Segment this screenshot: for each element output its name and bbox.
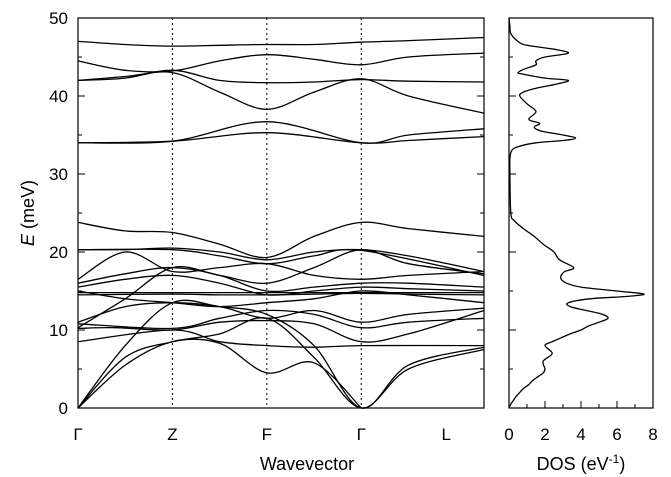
high-symmetry-label: F: [262, 425, 272, 444]
energy-axis-title: E (meV): [18, 180, 38, 246]
dos-tick-label: 2: [540, 425, 549, 444]
y-tick-label: 40: [49, 87, 68, 106]
y-tick-label: 0: [59, 399, 68, 418]
wavevector-axis-title: Wavevector: [260, 454, 354, 474]
phonon-band-11: [77, 274, 485, 296]
y-tick-label: 50: [49, 9, 68, 28]
phonon-band-17: [77, 221, 485, 259]
phonon-band-15: [77, 247, 485, 273]
dos-curve: [508, 17, 645, 409]
high-symmetry-label: Z: [167, 425, 177, 444]
dos-panel: 0 2 4 6 8 DOS (eV-1): [504, 17, 658, 474]
y-tick-label: 20: [49, 243, 68, 262]
dos-tick-label: 0: [504, 425, 513, 444]
dos-axis-ticks: 0 2 4 6 8: [504, 17, 658, 444]
y-tick-label: 30: [49, 165, 68, 184]
dos-tick-label: 8: [648, 425, 657, 444]
phonon-band-14: [77, 249, 485, 329]
dos-axis-title: DOS (eV-1): [537, 452, 626, 474]
dos-tick-label: 6: [612, 425, 621, 444]
phonon-band-20: [77, 71, 485, 114]
phonon-band-12: [77, 266, 485, 293]
dos-tick-label: 4: [576, 425, 585, 444]
phonon-band-3: [77, 299, 485, 409]
dispersion-panel: 0 10 20 30 40 50 Γ Z F Γ L Wavevector E (meV): [18, 9, 485, 474]
phonon-band-7: [77, 302, 485, 323]
phonon-band-19: [77, 121, 485, 144]
dos-plot-frame: [508, 17, 654, 409]
phonon-band-16: [77, 248, 485, 277]
high-symmetry-label: Γ: [357, 425, 366, 444]
phonon-band-1: [77, 338, 362, 409]
phonon-band-23: [77, 36, 485, 47]
phonon-band-21: [77, 69, 485, 84]
energy-axis-ticks: 0 10 20 30 40 50: [49, 9, 484, 418]
high-symmetry-label: L: [441, 425, 450, 444]
y-tick-label: 10: [49, 321, 68, 340]
phonon-band-6: [77, 309, 485, 330]
phonon-band-18: [77, 132, 485, 144]
phonon-band-5: [77, 309, 485, 343]
phonon-bands: [77, 36, 485, 409]
high-symmetry-label: Γ: [73, 425, 82, 444]
phonon-band-4: [77, 329, 485, 348]
phonon-band-22: [77, 52, 485, 73]
